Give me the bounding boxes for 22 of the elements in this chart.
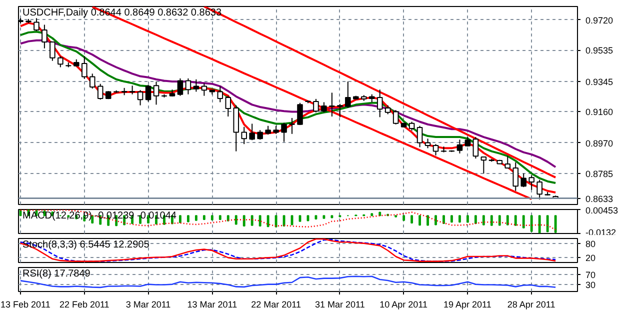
x-tick-label: 3 Mar 2011 — [126, 300, 171, 310]
y-tick-label: 20 — [586, 253, 596, 264]
x-tick-label: 22 Feb 2011 — [59, 300, 110, 310]
y-tick-label: 0.9720 — [586, 15, 614, 26]
y-tick-label: 0.9345 — [586, 76, 614, 87]
x-tick-label: 13 Feb 2011 — [0, 300, 50, 310]
x-tick-label: 19 Apr 2011 — [444, 300, 492, 310]
x-tick-label: 10 Apr 2011 — [380, 300, 428, 310]
x-tick-label: 31 Mar 2011 — [314, 300, 365, 310]
y-tick-label: 0.8785 — [586, 168, 614, 179]
y-tick-label: 80 — [586, 238, 596, 249]
y-tick-label: 70 — [586, 270, 596, 280]
x-tick-label: 28 Apr 2011 — [507, 300, 556, 310]
y-tick-label: 30 — [586, 280, 596, 290]
y-tick-label: 0.8970 — [586, 138, 614, 148]
chart-title: RSI(8) 17.7849 — [22, 268, 91, 280]
x-tick-label: 22 Mar 2011 — [251, 300, 301, 310]
y-tick-label: 0.00453 — [586, 206, 618, 216]
ref-line-label: 0.8633 — [586, 194, 614, 204]
x-tick-label: 13 Mar 2011 — [187, 300, 238, 310]
y-tick-label: 0.9160 — [586, 107, 614, 118]
y-tick-label: 0.9535 — [586, 46, 614, 56]
